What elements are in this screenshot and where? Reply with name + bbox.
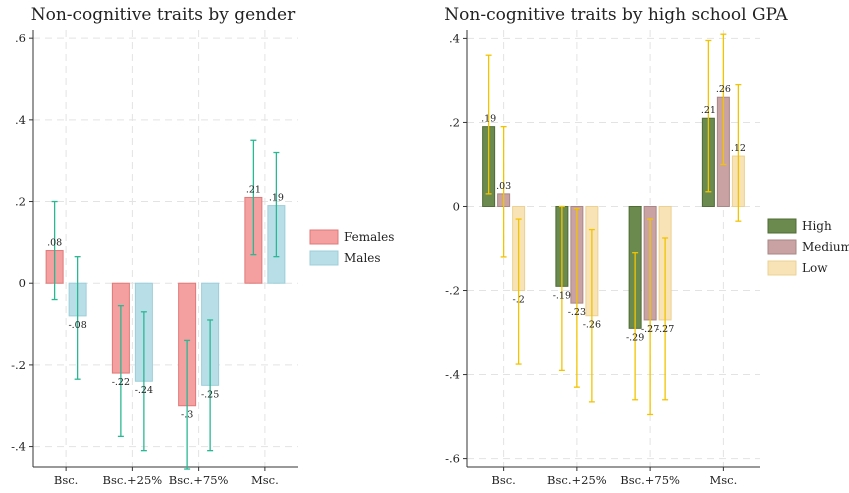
y-tick-label: .2 <box>15 195 26 209</box>
y-tick-label: -.2 <box>445 284 460 298</box>
y-tick-label: 0 <box>19 276 26 290</box>
x-tick-label: Msc. <box>709 473 737 487</box>
y-tick-label: -.6 <box>445 452 460 466</box>
y-tick-label: .2 <box>449 115 460 129</box>
chart-1-title: Non-cognitive traits by gender <box>31 5 296 25</box>
chart-1-plot: -.4 -.2 0 .2 .4 .6 Bsc. Bsc.+25% Bsc.+75% Msc. .08… <box>11 30 394 487</box>
data-label: -.24 <box>135 385 153 396</box>
data-label: -.22 <box>112 377 130 388</box>
chart-2-plot: -.6 -.4 -.2 0 .2 .4 Bsc. Bsc.+25% Bsc.+75% Msc. .1… <box>445 30 849 487</box>
legend-swatch <box>309 229 339 245</box>
legend-label: Medium <box>802 240 849 254</box>
data-label: .21 <box>701 105 716 116</box>
data-label: .08 <box>47 238 62 249</box>
data-label: -.25 <box>201 389 219 400</box>
legend-swatch <box>767 218 797 234</box>
data-label: -.27 <box>641 324 659 335</box>
data-label: -.23 <box>568 307 586 318</box>
data-label: -.19 <box>553 290 571 301</box>
y-tick-label: .6 <box>15 31 26 45</box>
data-label: -.26 <box>583 320 601 331</box>
data-label: .12 <box>731 143 746 154</box>
y-tick-label: 0 <box>453 199 460 213</box>
legend-label: Females <box>344 230 394 244</box>
data-label: -.08 <box>68 320 86 331</box>
data-label: -.2 <box>512 295 524 306</box>
x-tick-label: Bsc.+75% <box>620 473 680 487</box>
y-tick-label: .4 <box>15 113 26 127</box>
data-label: -.3 <box>181 410 193 421</box>
y-tick-label: -.2 <box>11 358 26 372</box>
data-label: .19 <box>481 114 496 125</box>
x-tick-label: Bsc. <box>54 473 78 487</box>
data-label: .26 <box>716 84 731 95</box>
x-tick-label: Bsc.+75% <box>169 473 229 487</box>
legend-label: Low <box>802 261 828 275</box>
y-tick-label: -.4 <box>11 440 26 454</box>
y-tick-label: .4 <box>449 31 460 45</box>
legend-swatch <box>767 260 797 276</box>
x-tick-label: Bsc. <box>491 473 515 487</box>
data-label: -.27 <box>656 324 674 335</box>
legend-swatch <box>309 250 339 266</box>
legend-swatch <box>767 239 797 255</box>
x-tick-label: Bsc.+25% <box>547 473 607 487</box>
chart-2-title: Non-cognitive traits by high school GPA <box>444 5 788 25</box>
x-tick-label: Bsc.+25% <box>103 473 163 487</box>
x-tick-label: Msc. <box>251 473 279 487</box>
data-label: .19 <box>269 193 284 204</box>
y-tick-label: -.4 <box>445 368 460 382</box>
data-label: .03 <box>496 181 511 192</box>
data-label: -.29 <box>626 332 644 343</box>
legend-label: Males <box>344 251 381 265</box>
data-label: .21 <box>246 184 261 195</box>
legend-label: High <box>802 219 832 233</box>
